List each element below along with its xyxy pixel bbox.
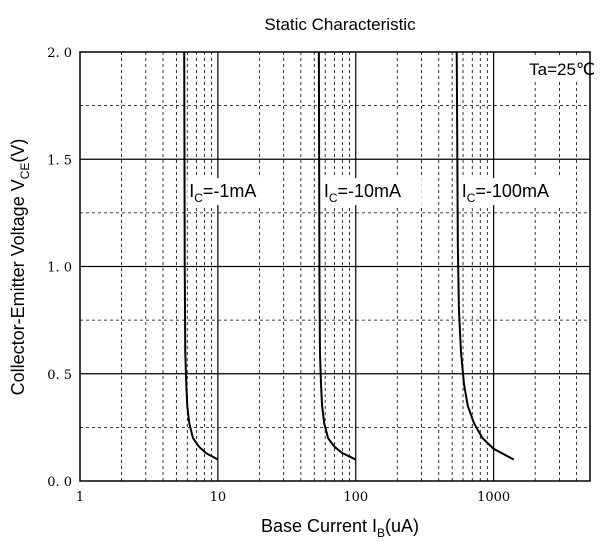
grid: [80, 52, 590, 481]
temperature-annotation: Ta=25℃: [529, 60, 595, 79]
series-label: IC=-100mA: [462, 181, 549, 205]
series-label-bg: [187, 178, 274, 206]
x-tick-label: 10: [210, 490, 227, 505]
plot-area-frame: [79, 51, 591, 482]
series-curve: [317, 51, 357, 461]
y-axis-label: Collector-Emitter Voltage VCE(V): [8, 139, 32, 396]
temperature-annotation-bg: [516, 58, 588, 82]
series-label-bg: [321, 178, 422, 206]
curves: [183, 51, 515, 461]
series-labels: IC=-1mA IC=-10mA IC=-100mA: [187, 178, 574, 206]
y-tick-label: 1. 5: [47, 153, 72, 168]
chart-title: Static Characteristic: [264, 15, 416, 34]
x-axis-label: Base Current IB(uA): [261, 516, 419, 540]
y-tick-label: 0. 0: [47, 475, 72, 490]
y-tick-label: 1. 0: [47, 261, 72, 276]
x-tick-label: 100: [343, 490, 368, 505]
series-curve: [455, 51, 515, 461]
x-tick-label: 1000: [477, 490, 510, 505]
series-label-bg: [459, 178, 574, 206]
x-tick-label: 1: [76, 490, 84, 505]
series-label: IC=-1mA: [189, 181, 256, 205]
series-curve: [183, 51, 219, 461]
y-tick-label: 2. 0: [47, 46, 72, 61]
series-label: IC=-10mA: [324, 181, 401, 205]
tick-labels: 1 10 100 1000 0. 0 0. 5 1. 0 1. 5 2. 0: [47, 46, 510, 505]
y-tick-label: 0. 5: [47, 368, 72, 383]
